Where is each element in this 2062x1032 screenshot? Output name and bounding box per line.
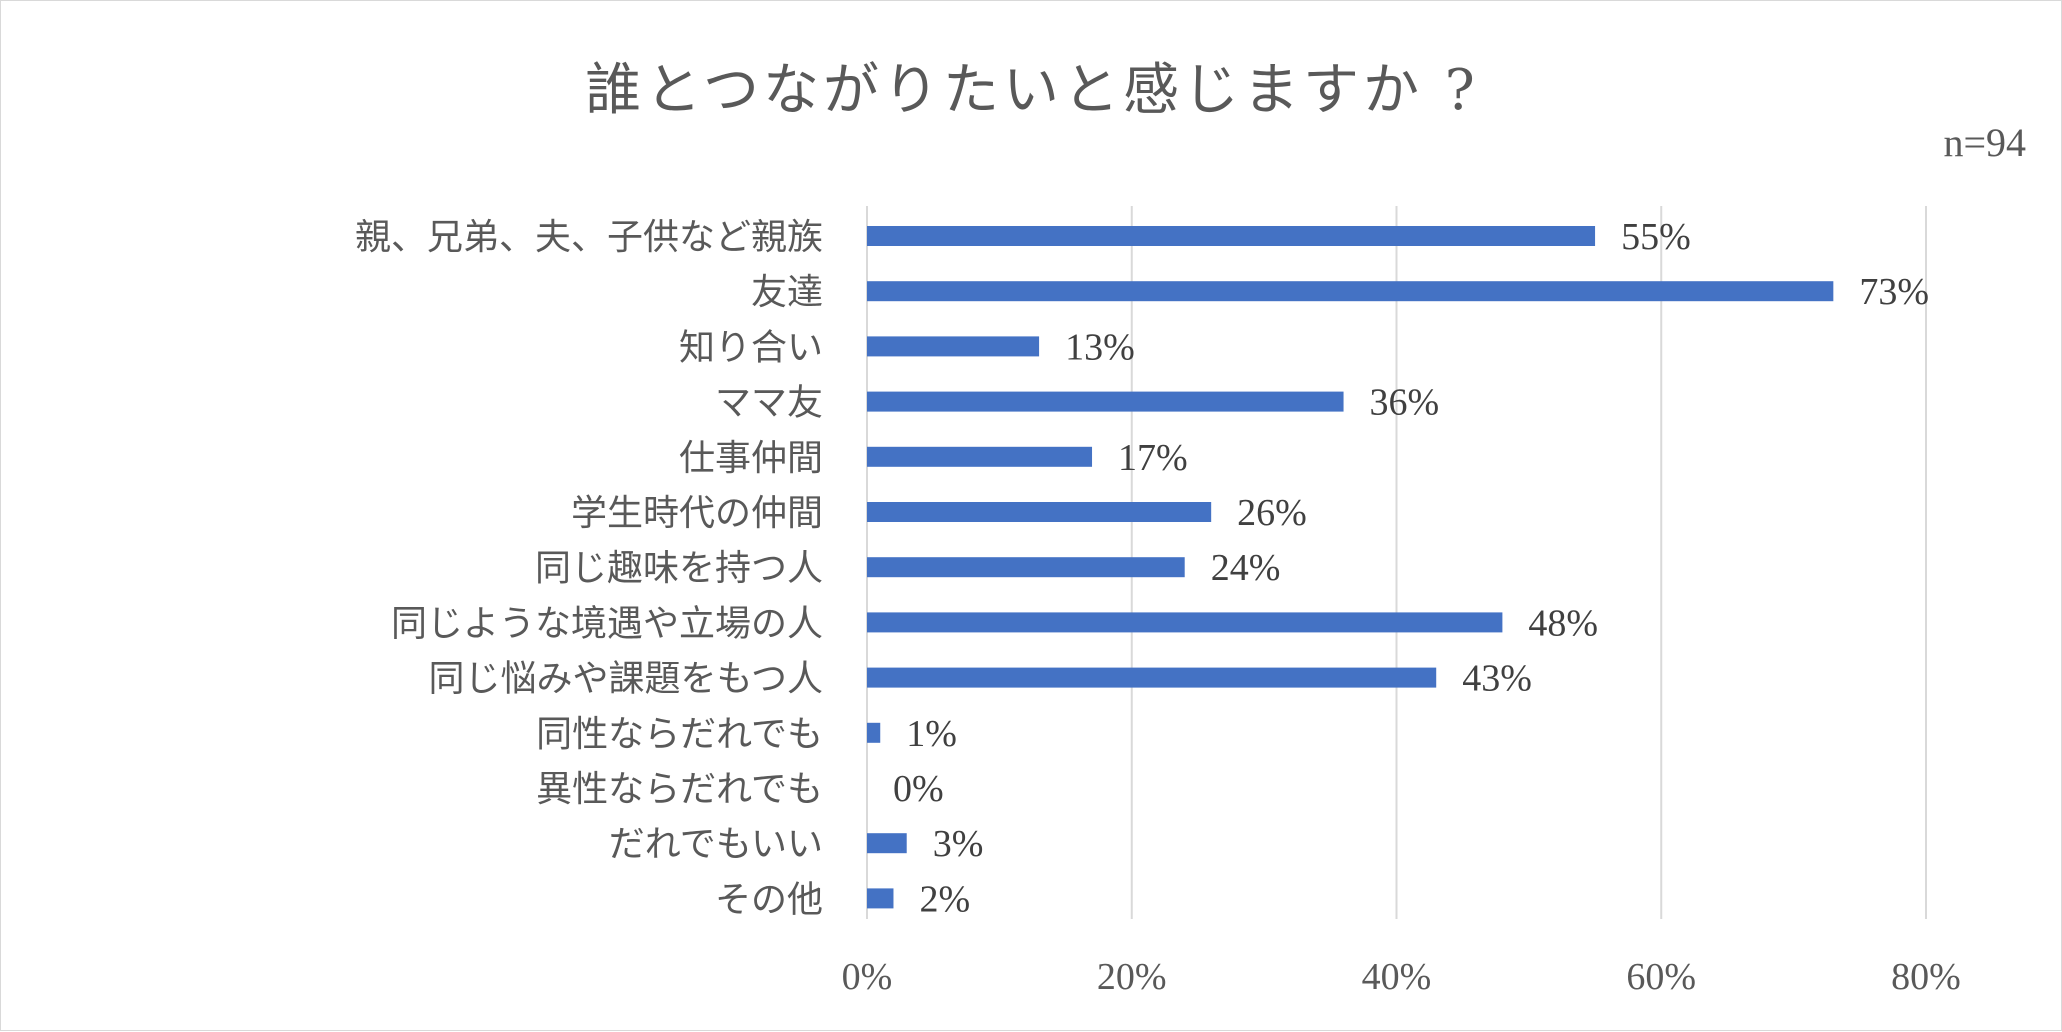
bar-2 <box>867 336 1040 357</box>
category-label: 異性ならだれでも <box>536 769 823 810</box>
bar-9 <box>867 722 881 743</box>
bar-7 <box>867 612 1503 633</box>
category-label: 仕事仲間 <box>679 438 823 479</box>
data-label: 1% <box>906 713 957 755</box>
bar-8 <box>867 667 1437 688</box>
bars <box>867 226 1834 909</box>
gridlines <box>866 206 1927 919</box>
category-label: だれでもいい <box>609 824 823 865</box>
category-label: 学生時代の仲間 <box>571 493 823 534</box>
data-labels: 55% 73% 13% 36% 17% 26% 24% 48% 43% 1% 0% 3% 2% <box>893 216 1929 920</box>
data-label: 43% <box>1462 658 1532 700</box>
category-label: 知り合い <box>679 327 823 368</box>
bar-12 <box>867 888 894 909</box>
data-label: 24% <box>1211 547 1281 589</box>
x-tick-label: 0% <box>842 956 893 998</box>
bar-4 <box>867 446 1093 467</box>
category-label: 親、兄弟、夫、子供など親族 <box>355 217 823 258</box>
bar-5 <box>867 502 1212 522</box>
category-label: 同じ趣味を持つ人 <box>535 548 823 589</box>
x-tick-label: 20% <box>1097 956 1167 998</box>
bar-11 <box>867 833 907 854</box>
x-tick-label: 40% <box>1362 956 1432 998</box>
data-label: 3% <box>933 823 984 865</box>
bar-6 <box>867 557 1185 578</box>
x-axis-ticks: 0% 20% 40% 60% 80% <box>842 956 1961 998</box>
data-label: 48% <box>1528 602 1598 644</box>
data-label: 55% <box>1621 216 1691 258</box>
category-label: 友達 <box>751 272 823 313</box>
category-label: その他 <box>715 879 823 920</box>
x-tick-label: 80% <box>1891 956 1961 998</box>
data-label: 0% <box>893 768 944 810</box>
data-label: 17% <box>1118 437 1188 479</box>
data-label: 73% <box>1859 271 1929 313</box>
chart-title: 誰とつながりたいと感じますか ? <box>585 58 1479 123</box>
data-label: 26% <box>1237 492 1307 534</box>
x-tick-label: 60% <box>1626 956 1696 998</box>
category-labels: 親、兄弟、夫、子供など親族友達知り合いママ友仕事仲間学生時代の仲間同じ趣味を持つ… <box>355 217 823 920</box>
data-label: 36% <box>1370 382 1440 424</box>
category-label: 同性ならだれでも <box>536 714 823 755</box>
category-label: ママ友 <box>715 383 823 424</box>
data-label: 2% <box>919 878 970 920</box>
bar-3 <box>867 391 1344 412</box>
category-label: 同じ悩みや課題をもつ人 <box>428 659 823 700</box>
sample-size-note: n=94 <box>1943 120 2026 165</box>
bar-0 <box>867 226 1596 246</box>
bar-1 <box>867 281 1834 302</box>
data-label: 13% <box>1065 326 1135 368</box>
category-label: 同じような境遇や立場の人 <box>391 603 823 644</box>
